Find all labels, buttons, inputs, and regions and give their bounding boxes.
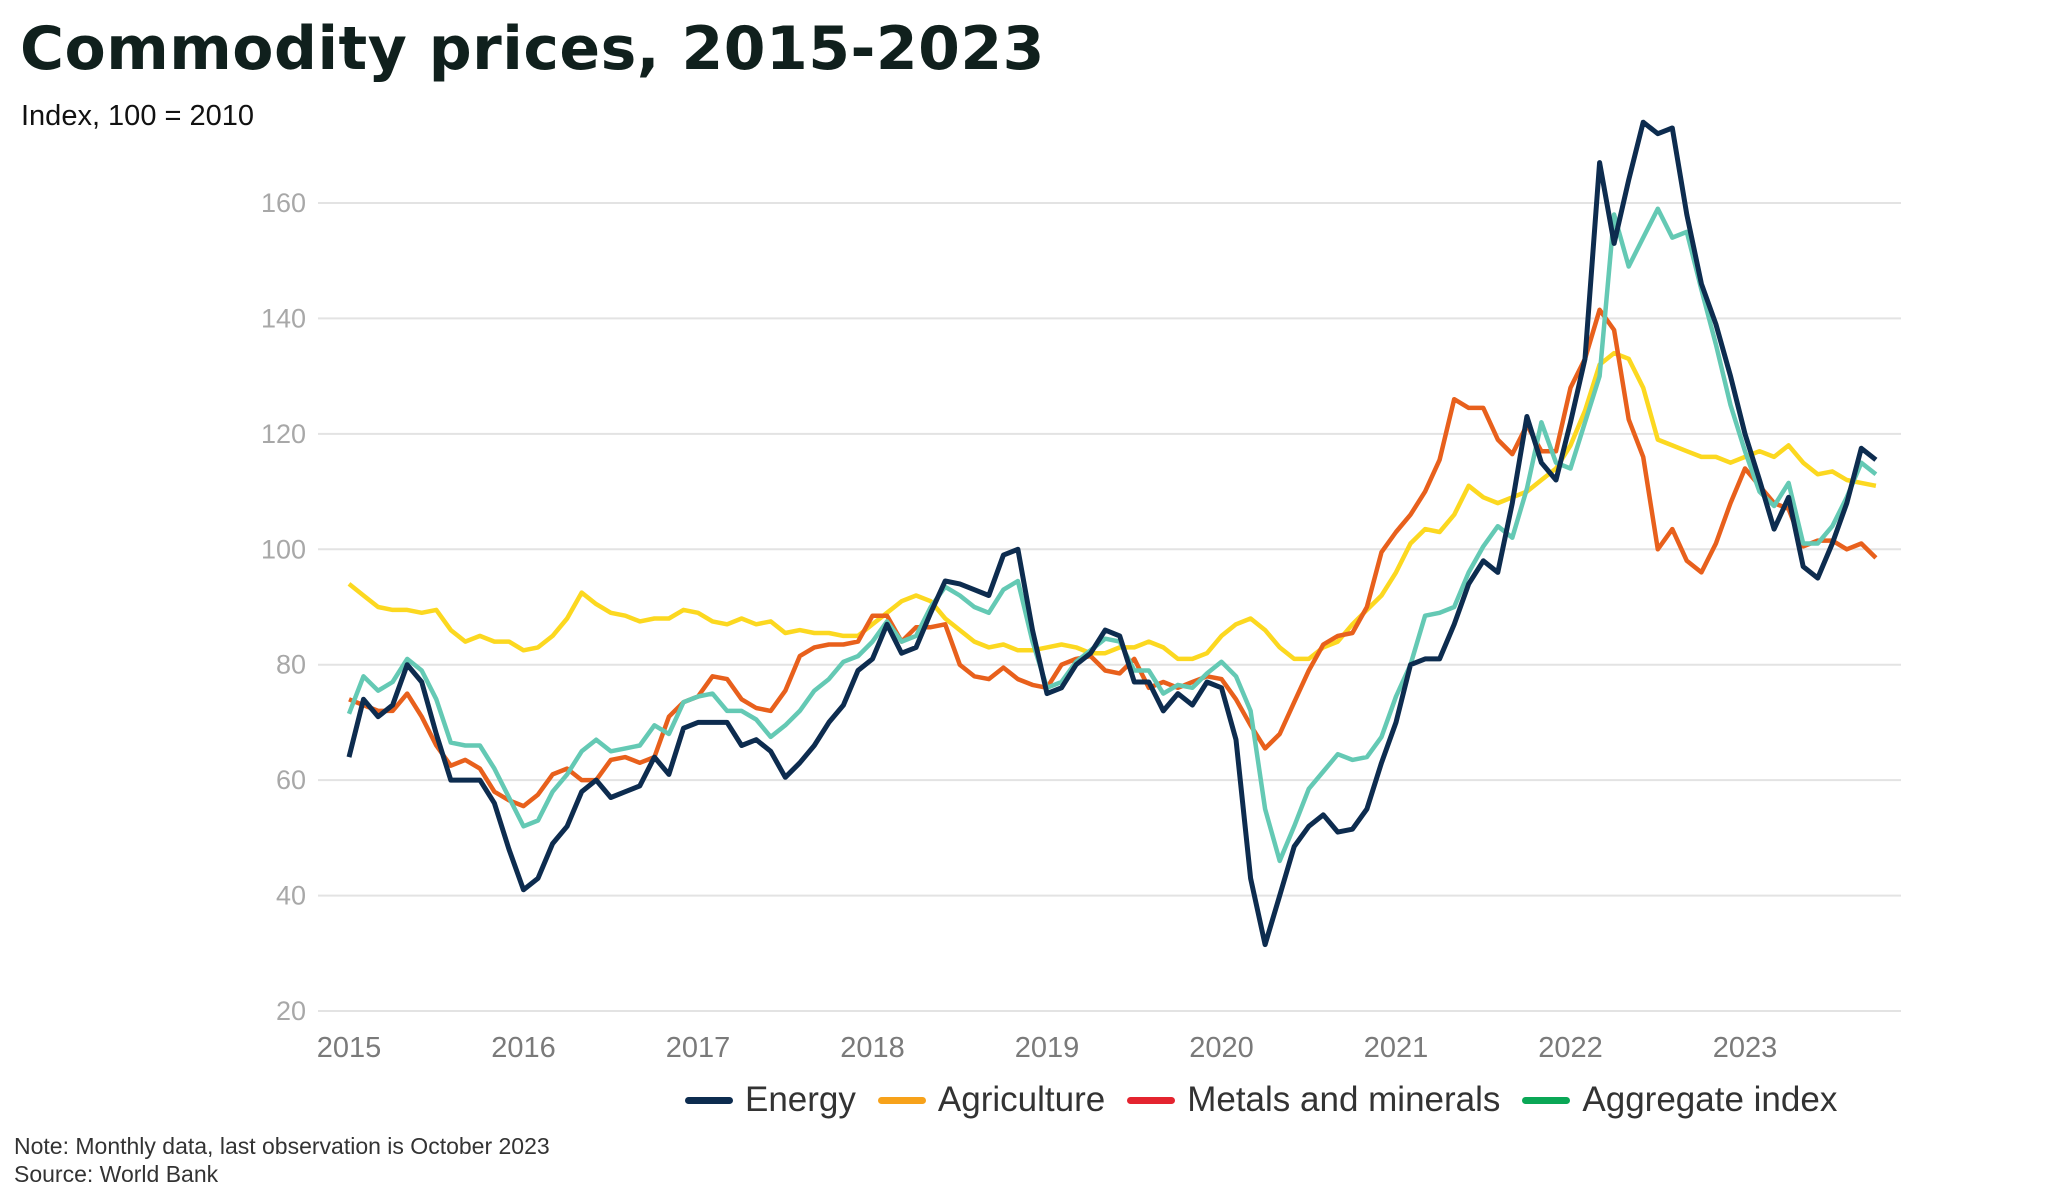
series-line-metals-and-minerals (348, 307, 1878, 809)
gridlines (318, 202, 1901, 1012)
y-tick-label: 120 (261, 419, 306, 449)
x-tick-label: 2019 (1015, 1032, 1080, 1064)
x-tick-label: 2023 (1713, 1032, 1778, 1064)
y-tick-label: 20 (276, 996, 306, 1026)
y-tick-label: 140 (261, 303, 306, 333)
legend: Energy Agriculture Metals and minerals A… (685, 1080, 1859, 1120)
x-tick-label: 2015 (317, 1032, 382, 1064)
x-tick-label: 2017 (666, 1032, 731, 1064)
y-tick-label: 40 (276, 881, 306, 911)
x-tick-label: 2022 (1538, 1032, 1603, 1064)
legend-swatch (877, 1096, 926, 1104)
legend-item-aggregate: Aggregate index (1522, 1080, 1837, 1120)
x-tick-label: 2018 (840, 1032, 905, 1064)
x-tick-label: 2016 (491, 1032, 556, 1064)
legend-label: Metals and minerals (1187, 1080, 1501, 1119)
series-line-energy (346, 119, 1878, 948)
legend-label: Agriculture (937, 1080, 1106, 1119)
series-lines (346, 119, 1878, 948)
legend-item-energy: Energy (685, 1080, 856, 1120)
x-axis-ticks: 2015 2016 2017 2018 2019 2020 2021 2022 2023 (317, 1032, 1778, 1064)
legend-item-metals: Metals and minerals (1127, 1080, 1500, 1120)
y-tick-label: 80 (276, 650, 306, 680)
legend-swatch (1522, 1096, 1571, 1104)
x-tick-label: 2020 (1189, 1032, 1254, 1064)
legend-label: Aggregate index (1582, 1080, 1838, 1119)
legend-swatch (685, 1096, 733, 1104)
legend-item-agriculture: Agriculture (877, 1080, 1106, 1120)
y-tick-label: 160 (261, 188, 306, 218)
chart-title: Commodity prices, 2015-2023 (20, 14, 1045, 84)
y-tick-label: 100 (261, 534, 306, 564)
series-line-agriculture (347, 350, 1877, 662)
legend-label: Energy (745, 1080, 856, 1119)
legend-swatch (1127, 1096, 1176, 1104)
chart-subtitle: Index, 100 = 2010 (21, 100, 255, 132)
series-line-aggregate-index (346, 206, 1878, 864)
source-note: Source: World Bank (14, 1161, 219, 1187)
y-tick-label: 60 (276, 765, 306, 795)
footnote: Note: Monthly data, last observation is … (14, 1133, 550, 1159)
y-axis-ticks: 20 40 60 80 100 120 140 160 (261, 188, 306, 1026)
x-tick-label: 2021 (1364, 1032, 1429, 1064)
